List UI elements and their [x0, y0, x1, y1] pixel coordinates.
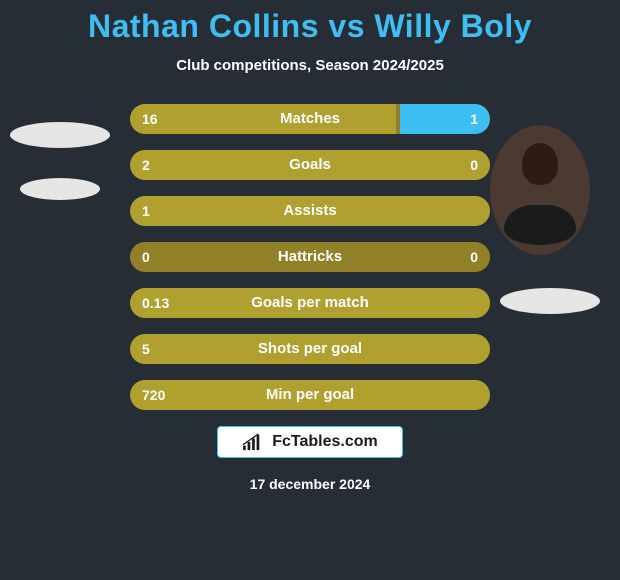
stat-row: Shots per goal5	[130, 334, 490, 364]
stat-label: Min per goal	[130, 380, 490, 410]
comparison-card: Nathan Collins vs Willy Boly Club compet…	[0, 0, 620, 580]
stat-value-left: 1	[142, 196, 150, 226]
stat-row: Goals2 0	[130, 150, 490, 180]
stat-value-left: 720	[142, 380, 165, 410]
brand-logo-icon	[242, 433, 264, 451]
brand-link[interactable]: FcTables.com	[217, 426, 403, 458]
stat-row: Goals per match0.13	[130, 288, 490, 318]
date-label: 17 december 2024	[0, 476, 620, 492]
stat-row: Assists1	[130, 196, 490, 226]
stat-label: Shots per goal	[130, 334, 490, 364]
stat-bars: Matches161Goals20Assists1Hattricks00Goal…	[0, 104, 620, 410]
stat-value-right: 0	[470, 150, 478, 180]
footer: FcTables.com	[0, 426, 620, 458]
stat-label: Hattricks	[130, 242, 490, 272]
stat-label: Goals per match	[130, 288, 490, 318]
subtitle: Club competitions, Season 2024/2025	[0, 57, 620, 74]
stat-row: Hattricks0 0	[130, 242, 490, 272]
stat-value-left: 5	[142, 334, 150, 364]
stat-value-right: 1	[470, 104, 478, 134]
stat-row: Matches16 1	[130, 104, 490, 134]
stat-value-left: 0.13	[142, 288, 169, 318]
stat-value-left: 2	[142, 150, 150, 180]
stat-label: Goals	[130, 150, 490, 180]
stat-value-left: 0	[142, 242, 150, 272]
stat-value-right: 0	[470, 242, 478, 272]
stat-label: Assists	[130, 196, 490, 226]
stat-value-left: 16	[142, 104, 158, 134]
brand-text: FcTables.com	[272, 433, 378, 451]
stat-label: Matches	[130, 104, 490, 134]
stat-row: Min per goal720	[130, 380, 490, 410]
page-title: Nathan Collins vs Willy Boly	[0, 8, 620, 45]
